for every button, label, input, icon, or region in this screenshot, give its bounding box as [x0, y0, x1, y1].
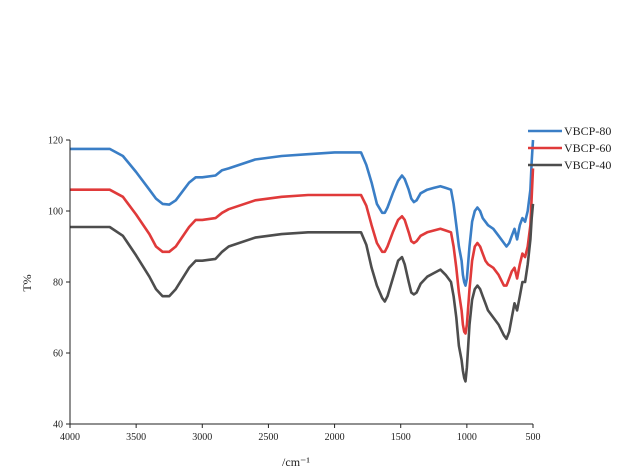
ticks: 4000 3500 3000 2500 2000 1500 1000 500 40 60 80 100… — [48, 136, 541, 444]
x-tick-label: 500 — [526, 432, 541, 443]
y-tick-label: 80 — [53, 278, 63, 289]
legend-label: VBCP-40 — [564, 158, 611, 172]
x-tick-label: 3000 — [192, 432, 212, 443]
legend-label: VBCP-60 — [564, 141, 611, 155]
y-tick-label: 60 — [53, 349, 63, 360]
legend: VBCP-80 VBCP-60 VBCP-40 — [528, 124, 611, 172]
x-tick-label: 2000 — [325, 432, 345, 443]
series-line-vbcp-80 — [70, 139, 535, 287]
x-tick-label: 3500 — [126, 432, 146, 443]
x-tick-label: 1500 — [391, 432, 411, 443]
y-tick-label: 120 — [48, 136, 63, 147]
plot-area — [70, 139, 535, 383]
x-tick-label: 1000 — [457, 432, 477, 443]
y-tick-label: 100 — [48, 207, 63, 218]
y-axis-title: T% — [20, 274, 34, 291]
x-axis-title: /cm⁻¹ — [282, 455, 310, 469]
series-line-vbcp-40 — [70, 203, 535, 383]
y-tick-label: 40 — [53, 420, 63, 431]
x-tick-label: 2500 — [258, 432, 278, 443]
series-line-vbcp-60 — [70, 168, 535, 335]
legend-label: VBCP-80 — [564, 124, 611, 138]
x-tick-label: 4000 — [60, 432, 80, 443]
